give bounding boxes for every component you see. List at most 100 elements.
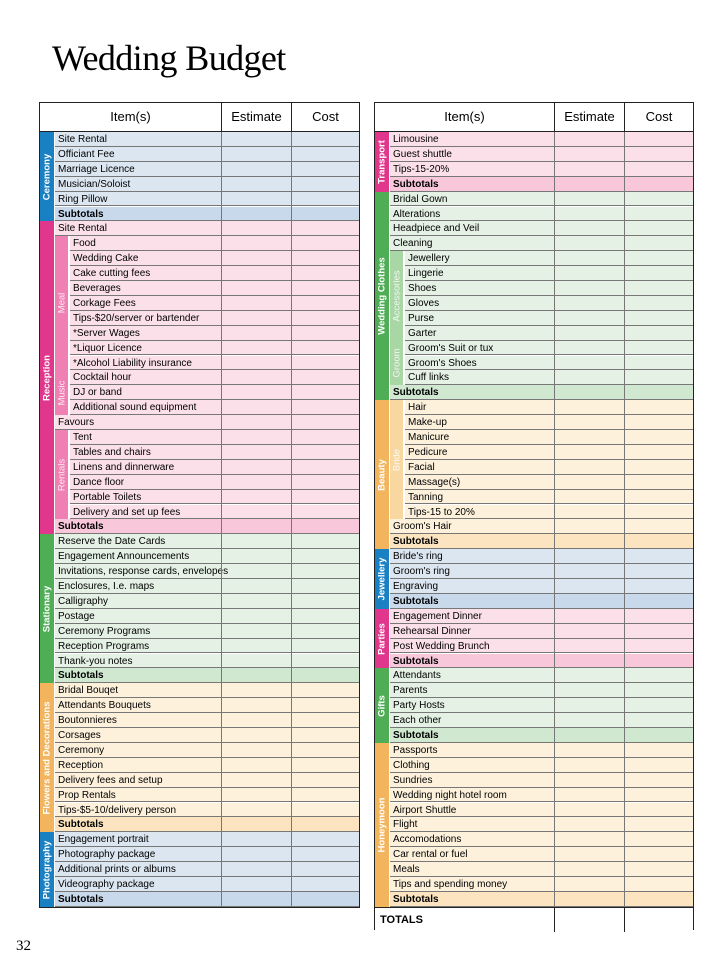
estimate-cell[interactable]: [554, 236, 624, 252]
estimate-cell[interactable]: [554, 444, 624, 460]
estimate-cell[interactable]: [554, 251, 624, 267]
estimate-cell[interactable]: [221, 891, 291, 907]
cost-cell[interactable]: [291, 251, 359, 267]
cost-cell[interactable]: [624, 504, 693, 520]
cost-cell[interactable]: [624, 713, 693, 729]
estimate-cell[interactable]: [221, 191, 291, 207]
cost-cell[interactable]: [624, 444, 693, 460]
cost-cell[interactable]: [291, 579, 359, 594]
cost-cell[interactable]: [624, 891, 693, 907]
cost-cell[interactable]: [624, 489, 693, 505]
estimate-cell[interactable]: [221, 385, 291, 401]
estimate-cell[interactable]: [554, 668, 624, 684]
estimate-cell[interactable]: [554, 325, 624, 341]
cost-cell[interactable]: [624, 772, 693, 788]
estimate-cell[interactable]: [221, 698, 291, 714]
estimate-cell[interactable]: [221, 653, 291, 669]
cost-cell[interactable]: [291, 400, 359, 416]
estimate-cell[interactable]: [221, 430, 291, 445]
estimate-cell[interactable]: [221, 325, 291, 341]
cost-cell[interactable]: [291, 742, 359, 758]
estimate-cell[interactable]: [221, 862, 291, 878]
cost-cell[interactable]: [624, 862, 693, 878]
estimate-cell[interactable]: [221, 355, 291, 371]
cost-cell[interactable]: [291, 847, 359, 863]
cost-cell[interactable]: [624, 281, 693, 296]
estimate-cell[interactable]: [554, 698, 624, 714]
cost-cell[interactable]: [291, 295, 359, 311]
cost-cell[interactable]: [624, 221, 693, 237]
estimate-cell[interactable]: [221, 281, 291, 296]
estimate-cell[interactable]: [554, 623, 624, 639]
estimate-cell[interactable]: [221, 474, 291, 490]
cost-cell[interactable]: [624, 638, 693, 654]
estimate-cell[interactable]: [554, 787, 624, 803]
estimate-cell[interactable]: [221, 519, 291, 535]
cost-cell[interactable]: [624, 161, 693, 177]
cost-cell[interactable]: [291, 787, 359, 803]
cost-cell[interactable]: [291, 608, 359, 624]
cost-cell[interactable]: [291, 310, 359, 326]
estimate-cell[interactable]: [221, 266, 291, 282]
estimate-cell[interactable]: [554, 579, 624, 594]
estimate-cell[interactable]: [221, 251, 291, 267]
estimate-cell[interactable]: [554, 713, 624, 729]
cost-cell[interactable]: [291, 638, 359, 654]
estimate-cell[interactable]: [554, 549, 624, 565]
cost-cell[interactable]: [291, 668, 359, 684]
estimate-cell[interactable]: [554, 489, 624, 505]
cost-cell[interactable]: [291, 444, 359, 460]
estimate-cell[interactable]: [221, 400, 291, 416]
estimate-cell[interactable]: [221, 847, 291, 863]
cost-cell[interactable]: [291, 877, 359, 892]
cost-cell[interactable]: [624, 459, 693, 475]
estimate-cell[interactable]: [554, 653, 624, 669]
estimate-cell[interactable]: [554, 608, 624, 624]
estimate-cell[interactable]: [554, 772, 624, 788]
cost-cell[interactable]: [624, 847, 693, 863]
estimate-cell[interactable]: [221, 370, 291, 386]
cost-cell[interactable]: [624, 817, 693, 833]
estimate-cell[interactable]: [221, 206, 291, 222]
estimate-cell[interactable]: [221, 415, 291, 431]
cost-cell[interactable]: [624, 549, 693, 565]
cost-cell[interactable]: [624, 698, 693, 714]
estimate-cell[interactable]: [221, 608, 291, 624]
estimate-cell[interactable]: [554, 191, 624, 207]
cost-cell[interactable]: [291, 832, 359, 848]
estimate-cell[interactable]: [221, 489, 291, 505]
estimate-cell[interactable]: [221, 832, 291, 848]
estimate-cell[interactable]: [554, 146, 624, 162]
cost-cell[interactable]: [291, 176, 359, 192]
estimate-cell[interactable]: [221, 295, 291, 311]
cost-cell[interactable]: [291, 772, 359, 788]
estimate-cell[interactable]: [554, 355, 624, 371]
cost-cell[interactable]: [291, 340, 359, 356]
estimate-cell[interactable]: [221, 459, 291, 475]
cost-cell[interactable]: [291, 817, 359, 833]
estimate-cell[interactable]: [554, 266, 624, 282]
cost-cell[interactable]: [291, 534, 359, 550]
estimate-cell[interactable]: [554, 281, 624, 296]
estimate-cell[interactable]: [221, 683, 291, 699]
estimate-cell[interactable]: [221, 549, 291, 565]
cost-cell[interactable]: [291, 713, 359, 729]
estimate-cell[interactable]: [554, 459, 624, 475]
estimate-cell[interactable]: [554, 862, 624, 878]
cost-cell[interactable]: [624, 593, 693, 609]
estimate-cell[interactable]: [221, 817, 291, 833]
estimate-cell[interactable]: [554, 564, 624, 580]
cost-cell[interactable]: [624, 206, 693, 222]
cost-cell[interactable]: [291, 653, 359, 669]
estimate-cell[interactable]: [221, 877, 291, 892]
cost-cell[interactable]: [291, 161, 359, 177]
cost-cell[interactable]: [291, 757, 359, 773]
cost-cell[interactable]: [291, 355, 359, 371]
cost-cell[interactable]: [291, 370, 359, 386]
cost-cell[interactable]: [624, 146, 693, 162]
cost-cell[interactable]: [624, 430, 693, 445]
estimate-cell[interactable]: [221, 593, 291, 609]
cost-cell[interactable]: [624, 236, 693, 252]
cost-cell[interactable]: [624, 400, 693, 416]
estimate-cell[interactable]: [554, 742, 624, 758]
